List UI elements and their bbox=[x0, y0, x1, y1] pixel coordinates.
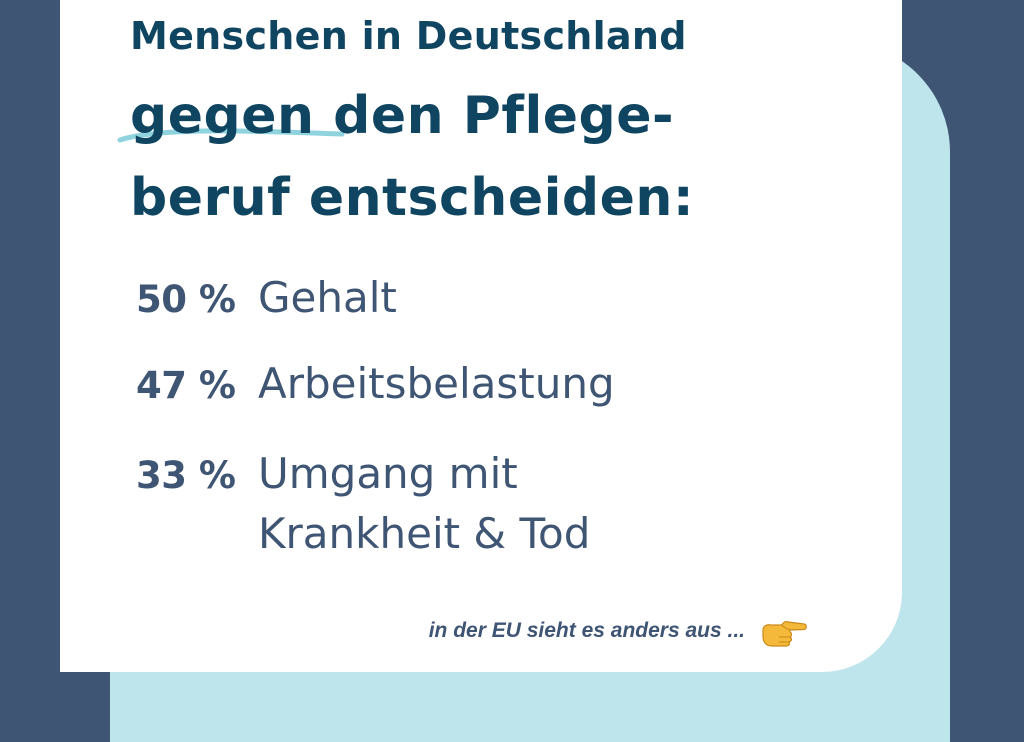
stat-label-line-1: Umgang mit bbox=[258, 449, 518, 498]
stat-label-line-2: Krankheit & Tod bbox=[258, 509, 591, 558]
headline-highlight-word: gegen bbox=[130, 86, 315, 146]
headline-line-1: Menschen in Deutschland bbox=[130, 14, 687, 58]
pointing-right-hand-icon bbox=[762, 621, 807, 647]
stat-row: 47 % Arbeitsbelastung bbox=[136, 354, 615, 414]
stat-percent: 50 % bbox=[136, 278, 236, 321]
footnote-teaser: in der EU sieht es anders aus ... bbox=[428, 619, 745, 642]
stat-row: 33 % Umgang mit Krankheit & Tod bbox=[136, 444, 590, 564]
headline-line-2: gegen den Pflege- bbox=[130, 86, 674, 146]
stat-label: Arbeitsbelastung bbox=[258, 359, 615, 408]
highlight-underline bbox=[117, 128, 345, 143]
content-card bbox=[60, 0, 902, 672]
stat-label-multiline: Umgang mit Krankheit & Tod bbox=[258, 444, 590, 564]
headline-line-2-rest: den Pflege- bbox=[314, 86, 675, 146]
stat-percent: 33 % bbox=[136, 454, 236, 497]
stat-row: 50 % Gehalt bbox=[136, 268, 397, 328]
headline-line-3: beruf entscheiden: bbox=[130, 168, 695, 228]
stat-percent: 47 % bbox=[136, 364, 236, 407]
stat-label: Gehalt bbox=[258, 273, 397, 322]
